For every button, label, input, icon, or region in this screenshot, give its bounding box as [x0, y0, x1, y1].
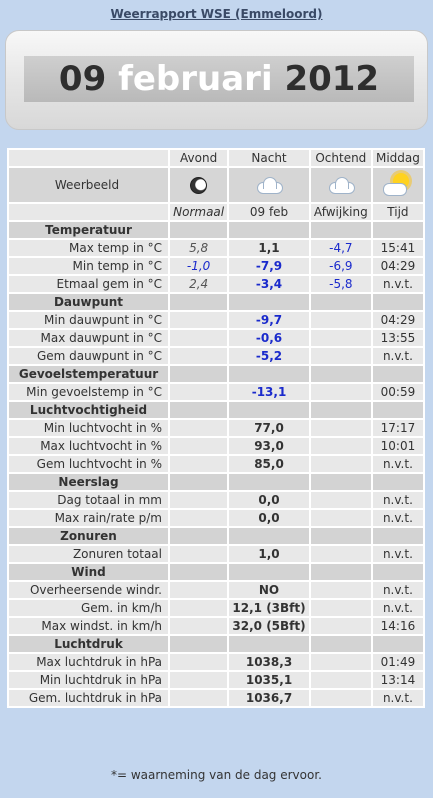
table-row: Overheersende windr. NO n.v.t. [9, 582, 423, 598]
section-wind: Wind [9, 564, 423, 580]
table-row: Min temp in °C -1,0 -7,9 -6,9 04:29 [9, 258, 423, 274]
table-row: Gem dauwpunt in °C -5,2 n.v.t. [9, 348, 423, 364]
table-row: Gem luchtvocht in % 85,0 n.v.t. [9, 456, 423, 472]
date-day: 09 [58, 59, 107, 99]
report-title-link[interactable]: Weerrapport WSE (Emmeloord) [110, 7, 323, 21]
cloud-icon [255, 177, 284, 195]
table-row: Max dauwpunt in °C -0,6 13:55 [9, 330, 423, 346]
section-temperatuur: Temperatuur [9, 222, 423, 238]
subheader-tijd: Tijd [372, 204, 423, 220]
table-row: Max luchtvocht in % 93,0 10:01 [9, 438, 423, 454]
section-luchtdruk: Luchtdruk [9, 636, 423, 652]
subheader-row: Normaal 09 feb Afwijking Tijd [9, 204, 423, 220]
sun-cloud-icon [382, 173, 413, 197]
table-row: Gem. in km/h 12,1 (3Bft) n.v.t. [9, 600, 423, 616]
section-luchtvochtigheid: Luchtvochtigheid [9, 402, 423, 418]
table-row: Dag totaal in mm 0,0 n.v.t. [9, 492, 423, 508]
table-row: Max windst. in km/h 32,0 (5Bft) 14:16 [9, 618, 423, 634]
table-row: Min gevoelstemp in °C -13,1 00:59 [9, 384, 423, 400]
table-row: Etmaal gem in °C 2,4 -3,4 -5,8 n.v.t. [9, 276, 423, 292]
subheader-date: 09 feb [229, 204, 309, 220]
section-neerslag: Neerslag [9, 474, 423, 490]
column-header-row: Avond Nacht Ochtend Middag [9, 150, 423, 166]
table-row: Min luchtvocht in % 77,0 17:17 [9, 420, 423, 436]
table-row: Gem. luchtdruk in hPa 1036,7 n.v.t. [9, 690, 423, 706]
date-month: februari [118, 59, 273, 99]
section-gevoelstemperatuur: Gevoelstemperatuur [9, 366, 423, 382]
weerbeeld-label: Weerbeeld [9, 168, 168, 202]
table-row: Max rain/rate p/m 0,0 n.v.t. [9, 510, 423, 526]
weerbeeld-row: Weerbeeld [9, 168, 423, 202]
date-banner: 09 februari 2012 [5, 30, 428, 130]
weather-table: Avond Nacht Ochtend Middag Weerbeeld Nor… [7, 148, 425, 708]
cloud-icon [327, 177, 355, 195]
col-middag: Middag [372, 150, 423, 166]
section-zonuren: Zonuren [9, 528, 423, 544]
date-plate: 09 februari 2012 [24, 56, 414, 102]
date-year: 2012 [284, 59, 380, 99]
col-avond: Avond [170, 150, 228, 166]
section-dauwpunt: Dauwpunt [9, 294, 423, 310]
table-row: Max temp in °C 5,8 1,1 -4,7 15:41 [9, 240, 423, 256]
table-row: Min dauwpunt in °C -9,7 04:29 [9, 312, 423, 328]
table-row: Zonuren totaal 1,0 n.v.t. [9, 546, 423, 562]
table-row: Max luchtdruk in hPa 1038,3 01:49 [9, 654, 423, 670]
moon-icon [190, 176, 208, 194]
col-ochtend: Ochtend [310, 150, 371, 166]
col-nacht: Nacht [229, 150, 309, 166]
table-row: Min luchtdruk in hPa 1035,1 13:14 [9, 672, 423, 688]
subheader-normaal: Normaal [170, 204, 228, 220]
footnote: *= waarneming van de dag ervoor. [110, 768, 322, 782]
subheader-afwijking: Afwijking [310, 204, 371, 220]
